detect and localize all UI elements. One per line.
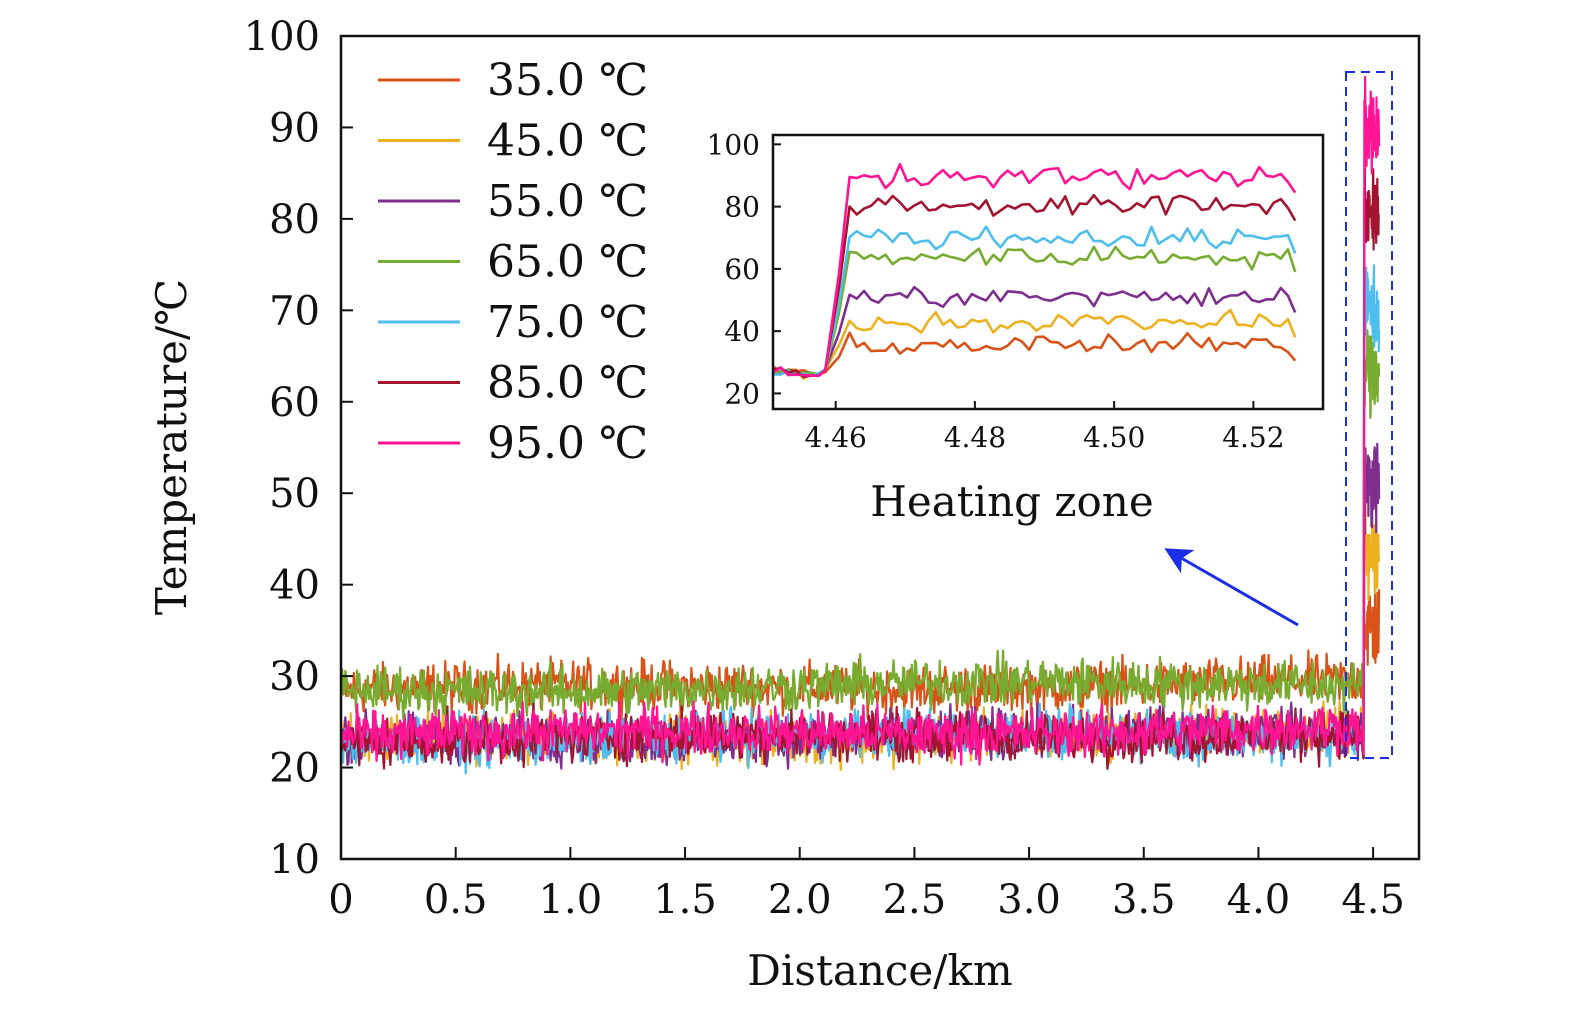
main-y-ticks: 10 20 30 40 50 60 70 80 90 100 bbox=[244, 14, 353, 883]
inset-series-line-3 bbox=[773, 285, 1297, 377]
inset-x-tick-label: 4.48 bbox=[944, 421, 1006, 454]
inset-series-line-6 bbox=[773, 194, 1297, 379]
y-tick-label: 30 bbox=[269, 654, 320, 700]
x-tick-label: 0.5 bbox=[424, 877, 488, 923]
series-line-4 bbox=[341, 329, 1381, 721]
main-plot-frame bbox=[339, 34, 1421, 861]
legend-label-1: 35.0 ℃ bbox=[487, 55, 648, 106]
inset-series-line-2 bbox=[773, 308, 1297, 381]
y-tick-label: 80 bbox=[269, 197, 320, 243]
main-series-group bbox=[341, 75, 1381, 775]
legend-label-7: 95.0 ℃ bbox=[487, 418, 648, 469]
x-axis-label: Distance/km bbox=[747, 946, 1012, 995]
legend-label-3: 55.0 ℃ bbox=[487, 176, 648, 227]
y-tick-label: 40 bbox=[269, 563, 320, 609]
inset-x-tick-label: 4.46 bbox=[804, 421, 866, 454]
x-tick-label: 2.5 bbox=[883, 877, 947, 923]
legend-label-4: 65.0 ℃ bbox=[487, 237, 648, 288]
y-tick-label: 90 bbox=[269, 105, 320, 151]
inset-caption: Heating zone bbox=[870, 477, 1153, 526]
inset-x-tick-label: 4.52 bbox=[1222, 421, 1284, 454]
x-tick-label: 3.0 bbox=[997, 877, 1061, 923]
x-tick-label: 1.0 bbox=[539, 877, 603, 923]
main-x-ticks: 0 0.5 1.0 1.5 2.0 2.5 3.0 3.5 4.0 4.5 bbox=[328, 847, 1405, 923]
inset-y-tick-label: 100 bbox=[707, 128, 760, 161]
legend: 35.0 ℃ 45.0 ℃ 55.0 ℃ 65.0 ℃ 75.0 ℃ 85.0 ℃ 95.0… bbox=[378, 55, 648, 469]
y-tick-label: 50 bbox=[269, 471, 320, 517]
inset-y-tick-label: 80 bbox=[724, 191, 760, 224]
inset-series-line-5 bbox=[773, 225, 1297, 378]
y-tick-label: 10 bbox=[269, 837, 320, 883]
y-axis-label: Temperature/℃ bbox=[147, 279, 196, 615]
x-tick-label: 2.0 bbox=[768, 877, 832, 923]
x-tick-label: 4.0 bbox=[1227, 877, 1291, 923]
legend-label-2: 45.0 ℃ bbox=[487, 116, 648, 167]
inset-y-tick-label: 20 bbox=[724, 377, 760, 410]
inset-series-line-4 bbox=[773, 245, 1297, 376]
inset-y-tick-label: 40 bbox=[724, 315, 760, 348]
x-tick-label: 4.5 bbox=[1341, 877, 1405, 923]
legend-label-5: 75.0 ℃ bbox=[487, 297, 648, 348]
series-line-6 bbox=[341, 158, 1380, 770]
inset-y-ticks: 20 40 60 80 100 bbox=[707, 128, 781, 410]
inset-series-group bbox=[773, 162, 1297, 381]
inset-x-ticks: 4.46 4.48 4.50 4.52 bbox=[804, 401, 1285, 454]
inset-y-tick-label: 60 bbox=[724, 253, 760, 286]
series-line-7 bbox=[341, 75, 1381, 766]
inset-plot-frame bbox=[771, 133, 1325, 411]
inset-background bbox=[773, 135, 1323, 409]
x-tick-label: 1.5 bbox=[653, 877, 717, 923]
inset-x-tick-label: 4.50 bbox=[1083, 421, 1145, 454]
x-tick-label: 3.5 bbox=[1112, 877, 1176, 923]
y-tick-label: 20 bbox=[269, 746, 320, 792]
y-tick-label: 60 bbox=[269, 380, 320, 426]
y-tick-label: 100 bbox=[244, 14, 320, 60]
y-tick-label: 70 bbox=[269, 288, 320, 334]
inset-series-line-1 bbox=[773, 331, 1297, 376]
inset-series-line-7 bbox=[773, 162, 1297, 378]
heating-zone-highlight-box bbox=[1345, 71, 1393, 759]
legend-label-6: 85.0 ℃ bbox=[487, 358, 648, 409]
zoom-arrow bbox=[1164, 548, 1299, 627]
x-tick-label: 0 bbox=[328, 877, 353, 923]
